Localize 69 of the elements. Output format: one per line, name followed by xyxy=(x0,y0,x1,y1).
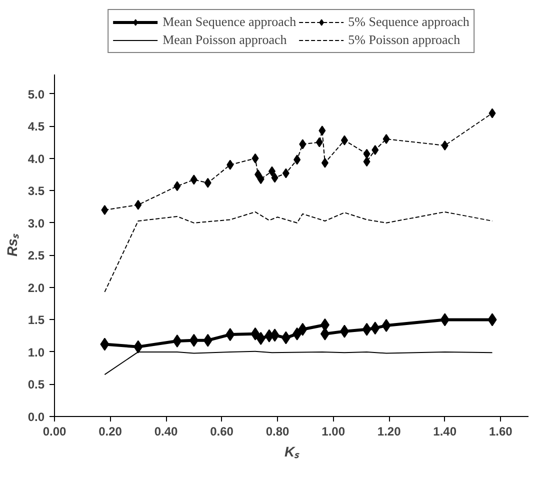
point xyxy=(268,166,276,176)
point xyxy=(257,174,264,184)
y-tick-label: 2.5 xyxy=(28,248,45,263)
line-series xyxy=(104,211,493,292)
point xyxy=(340,135,348,146)
x-tick-label: 0.60 xyxy=(210,424,234,438)
point xyxy=(382,134,390,144)
point xyxy=(340,324,349,338)
y-tick-label: 0.0 xyxy=(28,410,45,424)
point xyxy=(440,313,450,326)
point xyxy=(226,160,234,170)
y-tick-label: 1.5 xyxy=(28,313,45,328)
point xyxy=(256,332,266,345)
point xyxy=(363,148,370,159)
x-tick-label: 0.80 xyxy=(266,424,290,438)
legend-label: Mean Poisson approach xyxy=(162,32,287,48)
x-tick-label: 0.40 xyxy=(154,424,178,438)
point xyxy=(100,338,110,351)
point xyxy=(271,172,278,183)
point xyxy=(292,327,302,340)
point xyxy=(362,322,372,336)
point xyxy=(370,322,380,335)
point xyxy=(250,327,260,340)
point xyxy=(488,108,496,118)
legend-label: 5% Poisson approach xyxy=(348,32,460,48)
point xyxy=(252,153,259,164)
x-axis-title: Kₛ xyxy=(284,444,301,460)
x-tick-label: 1.20 xyxy=(377,424,402,438)
y-tick-label: 4.5 xyxy=(28,120,45,134)
point xyxy=(318,126,326,136)
x-tick-label: 1.40 xyxy=(433,424,457,438)
point xyxy=(203,334,212,347)
point xyxy=(488,313,497,326)
point xyxy=(441,140,448,150)
y-tick-label: 1.0 xyxy=(28,345,45,360)
point xyxy=(189,334,198,347)
point xyxy=(321,158,328,168)
point xyxy=(204,178,212,188)
point xyxy=(226,328,235,342)
legend-label: 5% Sequence approach xyxy=(348,14,470,30)
x-tick-label: 0.00 xyxy=(42,424,67,438)
y-axis-title: Rsₛ xyxy=(4,232,20,256)
point xyxy=(372,145,379,155)
point xyxy=(299,139,306,150)
point xyxy=(134,340,143,354)
y-tick-label: 5.0 xyxy=(28,87,45,102)
point xyxy=(190,174,198,185)
y-tick-label: 4.0 xyxy=(28,152,45,166)
point xyxy=(298,322,308,336)
point xyxy=(281,331,290,344)
x-tick-label: 1.00 xyxy=(322,424,346,438)
point xyxy=(363,156,370,167)
point xyxy=(282,168,290,178)
point xyxy=(174,181,181,192)
point xyxy=(294,154,301,165)
y-tick-label: 0.5 xyxy=(28,378,45,392)
point xyxy=(101,205,108,216)
x-tick-label: 0.20 xyxy=(98,424,122,438)
point xyxy=(134,200,142,210)
point xyxy=(316,137,323,148)
y-tick-label: 2.0 xyxy=(28,280,45,295)
y-tick-label: 3.0 xyxy=(28,216,45,230)
x-tick-label: 1.60 xyxy=(488,424,513,438)
point xyxy=(172,334,182,348)
legend-label: Mean Sequence approach xyxy=(162,14,296,30)
point xyxy=(382,319,391,332)
point xyxy=(320,327,330,340)
y-tick-label: 3.5 xyxy=(28,184,45,198)
point xyxy=(270,328,280,342)
